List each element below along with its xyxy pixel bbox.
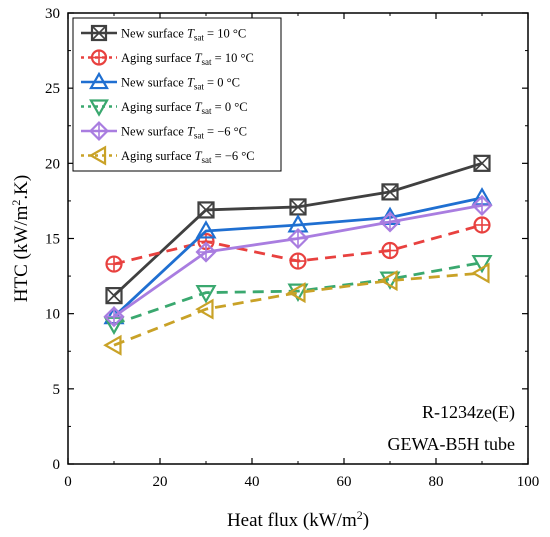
legend-label: New surface Tsat = 0 °C	[121, 76, 240, 92]
series-5	[103, 194, 493, 328]
legend-item: New surface Tsat = 0 °C	[81, 71, 240, 92]
marker-triangle	[103, 334, 122, 356]
data-point	[103, 306, 125, 328]
x-tick-label: 60	[337, 474, 352, 490]
data-point	[89, 121, 109, 141]
marker-triangle	[195, 298, 214, 320]
series-line	[113, 196, 483, 318]
legend-item: Aging surface Tsat = −6 °C	[81, 145, 255, 166]
y-tick-label: 20	[45, 156, 60, 172]
y-tick-label: 30	[45, 6, 60, 22]
legend-item: New surface Tsat = 10 °C	[81, 24, 246, 43]
marker-triangle	[287, 282, 306, 304]
series-line	[113, 261, 483, 326]
annotation-refrigerant: R-1234ze(E)	[422, 402, 515, 423]
marker-cross	[473, 155, 491, 172]
marker-square	[90, 24, 108, 42]
data-point	[471, 254, 493, 274]
marker-triangle	[195, 285, 217, 304]
x-tick-label: 0	[64, 474, 72, 490]
legend-item: Aging surface Tsat = 10 °C	[81, 49, 254, 67]
marker-square	[473, 154, 491, 172]
x-tick-label: 20	[153, 474, 168, 490]
y-tick-label: 10	[45, 307, 60, 323]
x-tick-label: 80	[429, 474, 444, 490]
data-point	[105, 255, 123, 273]
data-point	[89, 99, 109, 117]
marker-triangle	[195, 220, 217, 239]
data-point	[90, 49, 108, 66]
data-point	[287, 227, 309, 250]
legend-label: Aging surface Tsat = 10 °C	[121, 51, 254, 67]
x-axis-label: Heat flux (kW/m2)	[227, 508, 369, 531]
marker-triangle	[89, 71, 109, 90]
y-axis: 0 5 10 15 20 25 30	[45, 6, 528, 473]
series-1	[105, 154, 491, 305]
series-line	[113, 271, 483, 347]
marker-cross	[91, 25, 107, 41]
marker-triangle	[471, 254, 493, 274]
legend-label: New surface Tsat = 10 °C	[121, 27, 246, 43]
marker-triangle	[89, 99, 109, 117]
data-point	[195, 220, 217, 239]
annotations: R-1234ze(E) GEWA-B5H tube	[388, 402, 515, 454]
legend-item: Aging surface Tsat = 0 °C	[81, 99, 248, 117]
x-axis: 0 20 40 60 80 100	[64, 13, 539, 490]
data-point	[471, 262, 490, 284]
data-point	[381, 241, 399, 260]
data-point	[103, 334, 122, 356]
data-point	[287, 282, 306, 304]
marker-square	[381, 183, 399, 201]
marker-cross	[105, 287, 123, 304]
y-axis-label: HTC (kW/m2.K)	[9, 175, 32, 302]
data-point	[379, 211, 401, 233]
y-tick-label: 0	[53, 457, 61, 473]
legend-item: New surface Tsat = −6 °C	[81, 121, 247, 141]
data-point	[105, 287, 123, 305]
marker-square	[105, 287, 123, 305]
y-tick-label: 15	[45, 232, 60, 248]
marker-square	[197, 201, 215, 219]
data-point	[89, 71, 109, 90]
data-point	[473, 216, 491, 234]
data-point	[195, 241, 217, 263]
series-6	[103, 262, 490, 356]
data-point	[195, 298, 214, 320]
marker-cross	[197, 201, 215, 219]
data-point	[379, 270, 398, 292]
legend-label: Aging surface Tsat = 0 °C	[121, 100, 248, 116]
legend: New surface Tsat = 10 °C Aging surface Ts…	[72, 17, 282, 172]
legend-label: Aging surface Tsat = −6 °C	[121, 149, 255, 165]
marker-cross	[289, 198, 307, 215]
x-tick-label: 40	[245, 474, 260, 490]
data-point	[289, 252, 307, 270]
data-point	[88, 145, 107, 166]
data-point	[197, 201, 215, 219]
legend-box	[72, 17, 282, 172]
marker-cross	[381, 183, 399, 200]
annotation-tube: GEWA-B5H tube	[388, 434, 515, 454]
data-point	[473, 154, 491, 172]
data-point	[381, 183, 399, 201]
marker-triangle	[471, 262, 490, 284]
y-tick-label: 5	[53, 382, 61, 398]
y-tick-label: 25	[45, 81, 60, 97]
marker-triangle	[88, 145, 107, 166]
x-tick-label: 100	[517, 474, 540, 490]
data-point	[195, 285, 217, 304]
data-point	[289, 198, 307, 216]
data-point	[90, 24, 108, 42]
marker-triangle	[379, 270, 398, 292]
legend-label: New surface Tsat = −6 °C	[121, 125, 247, 141]
data-point	[471, 194, 493, 216]
